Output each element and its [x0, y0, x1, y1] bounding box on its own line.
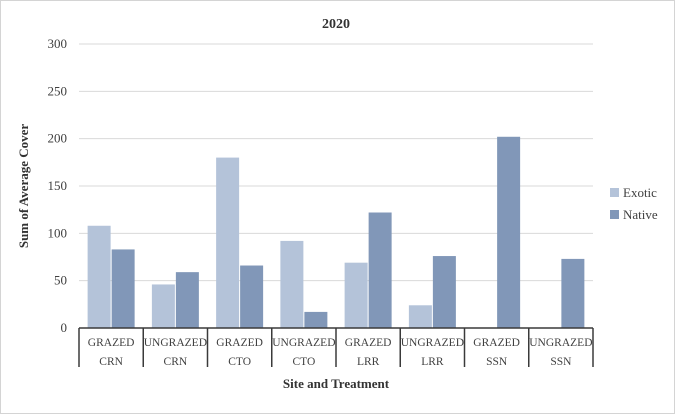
- bar-native: [497, 136, 521, 328]
- x-tick-label-treatment: UNGRAZED: [144, 337, 207, 349]
- bar-native: [240, 265, 264, 328]
- y-tick-label: 100: [48, 225, 68, 240]
- y-tick-label: 50: [54, 273, 67, 288]
- legend-swatch-exotic: [610, 188, 619, 197]
- y-tick-label: 150: [48, 178, 68, 193]
- bar-native: [561, 258, 585, 328]
- x-tick-label-treatment: GRAZED: [216, 337, 263, 349]
- bar-exotic: [408, 305, 432, 328]
- x-tick-label-treatment: UNGRAZED: [529, 337, 592, 349]
- x-axis-label: Site and Treatment: [283, 376, 390, 391]
- bar-exotic: [344, 262, 368, 328]
- y-tick-labels: 0 50 100 150 200 250 300: [48, 36, 68, 335]
- x-tick-label-site: LRR: [357, 356, 380, 368]
- y-axis-label: Sum of Average Cover: [16, 124, 31, 249]
- y-tick-label: 250: [48, 83, 68, 98]
- x-tick-label-site: CRN: [164, 356, 188, 368]
- x-axis: GRAZED CRN UNGRAZED CRN GRAZED CTO UNGRAZED CTO…: [78, 327, 594, 368]
- x-tick-label-site: CTO: [228, 356, 251, 368]
- x-tick-label-site: SSN: [550, 356, 572, 368]
- x-tick-label-site: CTO: [292, 356, 315, 368]
- bar-native: [368, 212, 392, 328]
- x-tick-label-treatment: UNGRAZED: [272, 337, 335, 349]
- x-tick-label-site: SSN: [486, 356, 508, 368]
- x-tick-label-site: CRN: [99, 356, 123, 368]
- x-tick-label-treatment: UNGRAZED: [401, 337, 464, 349]
- x-tick-label-treatment: GRAZED: [88, 337, 135, 349]
- x-tick-label-treatment: GRAZED: [473, 337, 520, 349]
- x-tick-label-treatment: GRAZED: [345, 337, 392, 349]
- legend-label-exotic: Exotic: [623, 185, 657, 200]
- x-tick-label-site: LRR: [421, 356, 444, 368]
- chart-title: 2020: [322, 17, 350, 32]
- legend-label-native: Native: [623, 207, 658, 222]
- bar-exotic: [87, 225, 111, 328]
- legend: Exotic Native: [610, 185, 658, 222]
- y-tick-label: 0: [61, 320, 68, 335]
- bar-native: [175, 272, 199, 328]
- bar-exotic: [280, 240, 304, 328]
- y-tick-label: 300: [48, 36, 68, 51]
- legend-swatch-native: [610, 210, 619, 219]
- y-tick-label: 200: [48, 131, 68, 146]
- bar-exotic: [151, 284, 175, 328]
- bar-exotic: [216, 157, 240, 328]
- bars: [87, 136, 585, 328]
- bar-native: [111, 249, 135, 328]
- bar-native: [432, 256, 456, 328]
- bar-native: [304, 311, 328, 328]
